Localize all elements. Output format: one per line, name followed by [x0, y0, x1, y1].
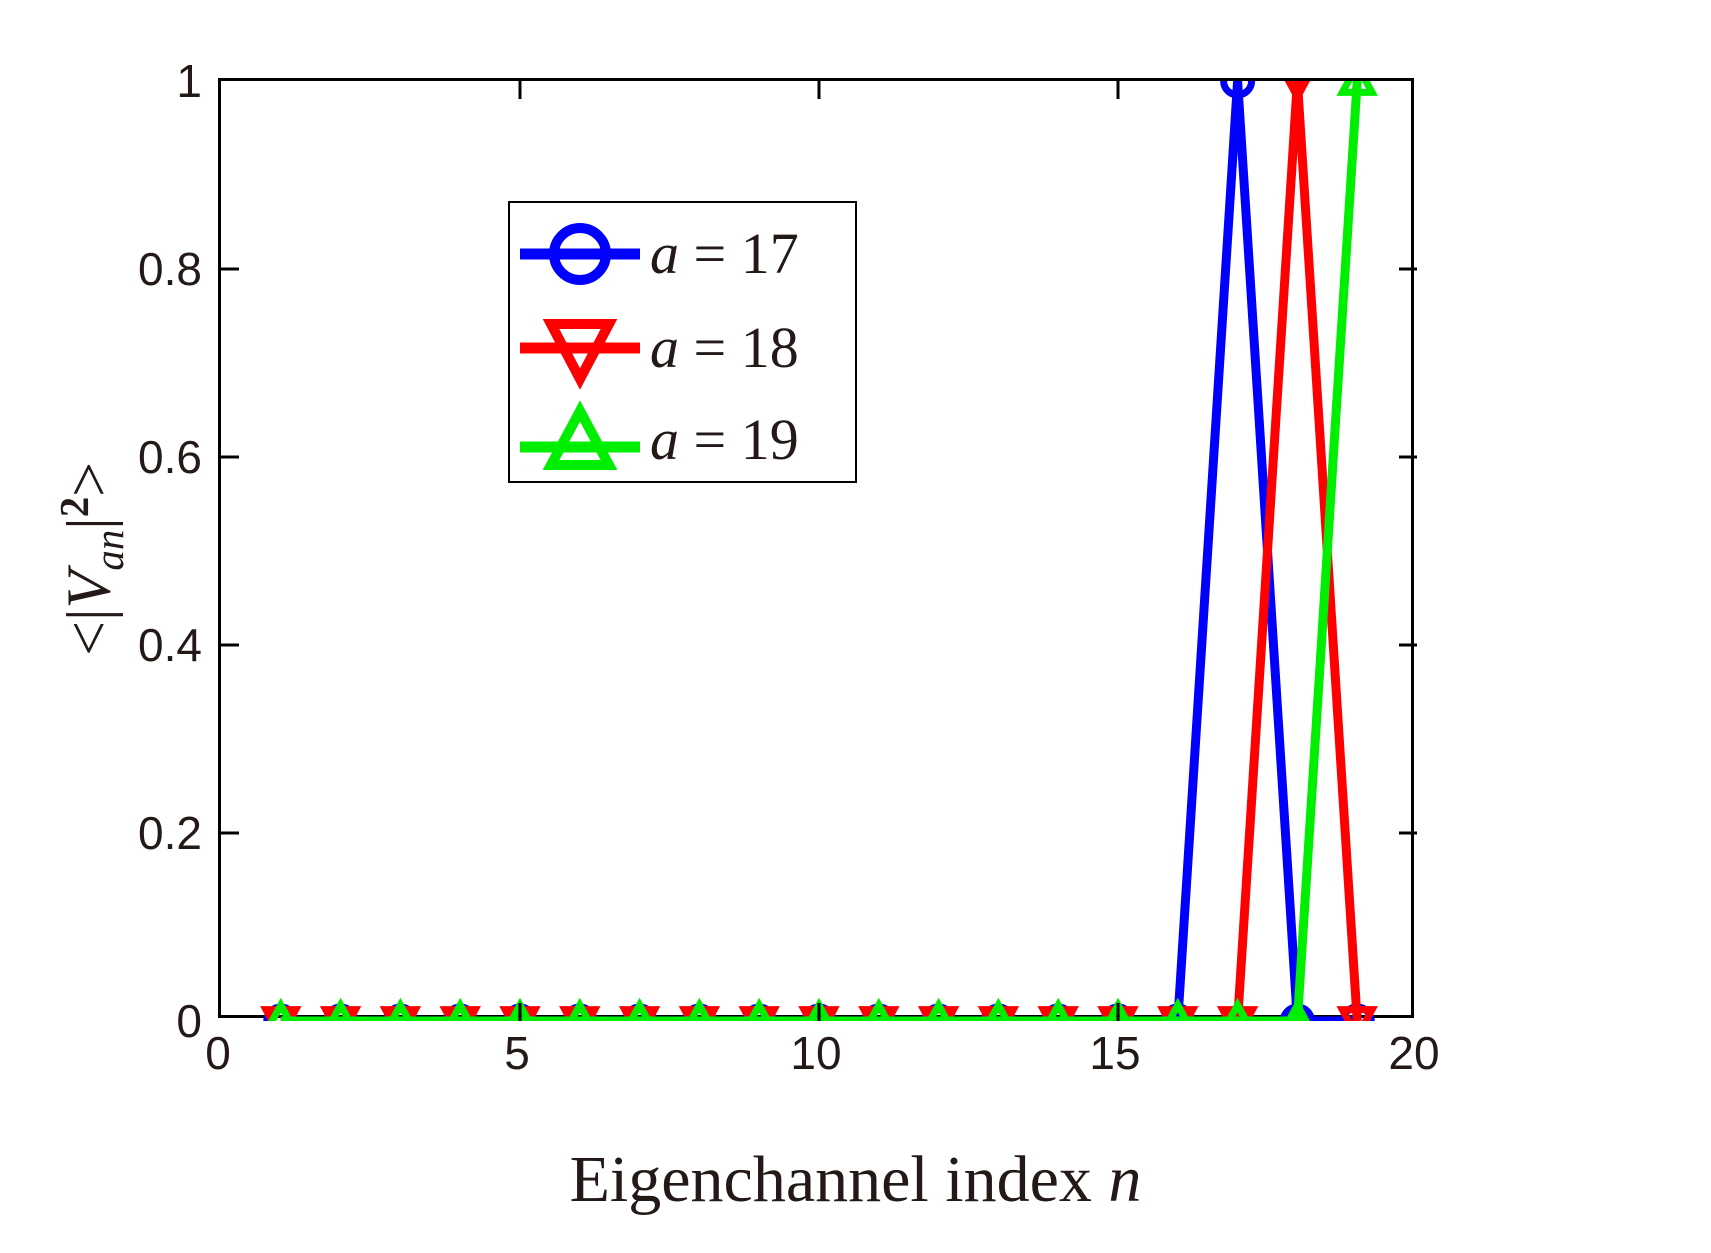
data-point-marker — [985, 997, 1012, 1021]
data-point-marker — [1165, 997, 1191, 1021]
data-point-marker — [1224, 997, 1251, 1021]
y-axis-title-variable: V — [55, 570, 124, 609]
legend-entry[interactable]: a = 17 — [510, 207, 855, 301]
y-tick-label: 0.8 — [138, 243, 202, 295]
x-tick-label: 10 — [790, 1027, 842, 1079]
legend: a = 17 a = 18 a = 19 — [508, 201, 857, 483]
data-point-marker — [1284, 997, 1311, 1021]
data-point-marker — [1045, 997, 1071, 1021]
legend-entry[interactable]: a = 18 — [510, 301, 855, 395]
y-tick-label: 0.4 — [138, 619, 202, 671]
data-point-marker — [447, 997, 473, 1021]
data-point-marker — [866, 997, 892, 1021]
data-point-marker — [1284, 81, 1311, 105]
y-axis-title-subscript: an — [86, 529, 132, 571]
data-point-marker — [925, 997, 952, 1021]
y-tick-label: 0.2 — [138, 807, 202, 859]
x-tick-label: 20 — [1388, 1027, 1440, 1079]
data-point-marker — [1105, 997, 1131, 1021]
data-point-marker — [746, 997, 772, 1021]
legend-label-a17: a = 17 — [650, 221, 799, 286]
data-point-marker — [1336, 1006, 1378, 1021]
y-axis-title-close: > — [55, 461, 124, 497]
y-tick-label: 0 — [176, 995, 202, 1047]
x-tick-label: 5 — [504, 1027, 530, 1079]
data-point-marker — [268, 997, 294, 1021]
data-point-marker — [806, 997, 832, 1021]
data-point-marker — [507, 997, 533, 1021]
data-point-marker — [567, 997, 593, 1021]
data-point-marker — [1336, 81, 1378, 96]
legend-label-a19: a = 19 — [650, 407, 799, 472]
y-axis-title-superscript: 2 — [52, 496, 98, 518]
legend-entry[interactable]: a = 19 — [510, 393, 855, 487]
y-tick-label: 0.6 — [138, 431, 202, 483]
y-tick-label: 1 — [176, 55, 202, 107]
x-axis-title-variable: n — [1108, 1143, 1142, 1216]
y-axis-title-bar: | — [55, 517, 124, 530]
legend-sample-circle-icon — [510, 207, 650, 301]
plot-area: a = 17 a = 18 a = 19 — [218, 78, 1417, 1021]
data-point-marker — [1220, 81, 1256, 99]
data-point-marker — [626, 997, 653, 1021]
axis-tick-marks — [221, 81, 1417, 1021]
legend-sample-triangle-up-icon — [510, 393, 650, 487]
y-axis-title: <|Van|2> — [51, 209, 133, 909]
series-3 — [268, 81, 1378, 1021]
y-axis-title-open: <| — [55, 608, 124, 656]
y-axis-tick-labels: 1 0.8 0.6 0.4 0.2 0 — [110, 0, 202, 1253]
x-axis-title-text: Eigenchannel index — [569, 1143, 1109, 1216]
data-point-marker — [387, 997, 414, 1021]
data-point-marker — [686, 997, 713, 1021]
x-axis-title: Eigenchannel index n — [0, 1142, 1711, 1218]
x-tick-label: 0 — [205, 1027, 231, 1079]
chart-svg — [221, 81, 1417, 1021]
x-tick-label: 15 — [1089, 1027, 1141, 1079]
legend-sample-triangle-down-icon — [510, 301, 650, 395]
legend-label-a18: a = 18 — [650, 315, 799, 380]
x-axis-tick-labels: 0 5 10 15 20 — [0, 1030, 1711, 1100]
data-point-marker — [327, 997, 354, 1021]
